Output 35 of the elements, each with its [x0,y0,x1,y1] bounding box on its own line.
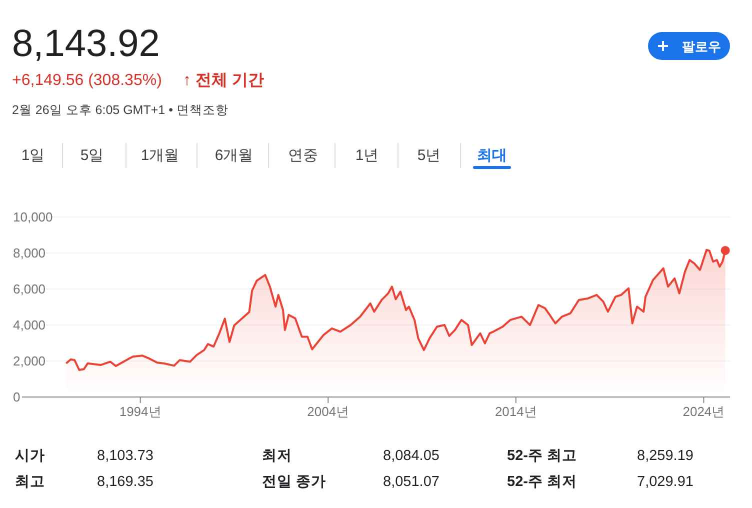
text: 1년 [355,147,379,164]
text: 52-주 최저 [507,474,577,490]
text: 5년 [417,147,441,164]
text: 최고 [15,474,45,490]
x-tick-label: 2004년 [307,404,350,419]
x-tick-label: 1994년 [119,404,162,419]
text: 5일 [80,147,104,164]
text: 연중 [288,147,318,164]
text: 시가 [15,448,45,464]
text: ↑ 전체 기간 [183,72,264,89]
y-tick-label: 4,000 [13,318,46,332]
text: 1개월 [140,147,180,164]
text: 최대 [477,147,507,164]
text: 최저 [262,448,292,464]
text: 2월 26일 오후 6:05 GMT+1 • 면책조항 [12,103,228,117]
x-tick-label: 2014년 [494,404,537,419]
text: 전일 종가 [262,474,326,490]
chart-title: 8,143.92 [12,23,160,65]
text: 1일 [21,147,45,164]
text: 52-주 최고 [507,448,577,464]
x-tick-label: 2024년 [682,404,725,419]
text: 8,103.73 [97,448,154,464]
text: 8,259.19 [637,448,694,464]
text: 6개월 [214,147,254,164]
y-tick-label: 0 [13,390,20,404]
y-tick-label: 2,000 [13,354,46,368]
text: 8,084.05 [383,448,440,464]
text: 7,029.91 [637,474,694,490]
y-tick-label: 10,000 [13,210,53,224]
text: 8,051.07 [383,474,440,490]
chart-subtitle: +6,149.56 (308.35%) [12,72,162,89]
text: 팔로우 [682,39,721,54]
y-tick-label: 6,000 [13,282,46,296]
y-tick-label: 8,000 [13,246,46,260]
text: 8,169.35 [97,474,154,490]
